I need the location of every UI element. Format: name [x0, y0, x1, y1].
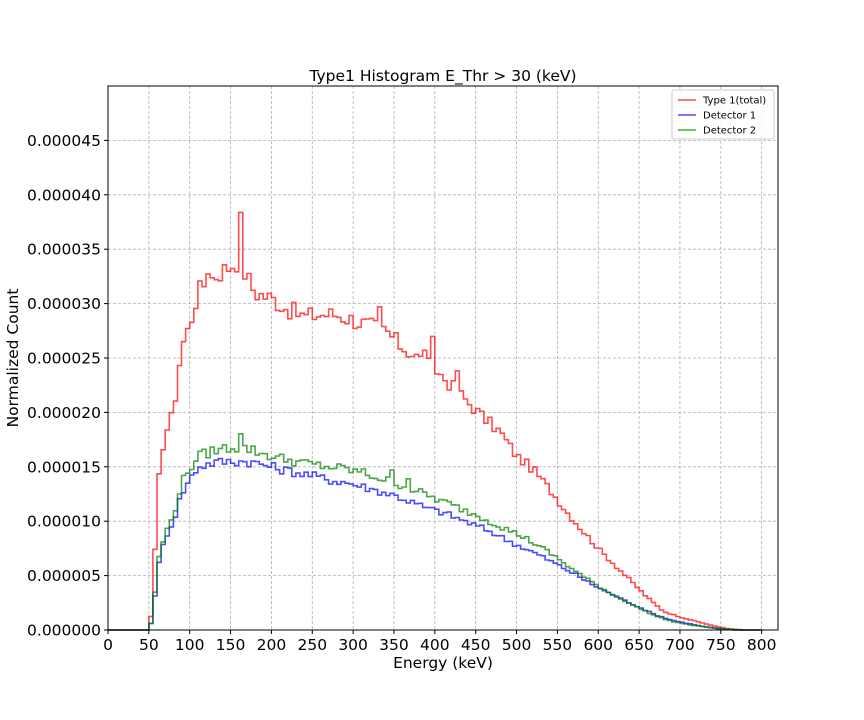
- series-line-type-1-total-: [108, 211, 762, 631]
- y-tick-label: 0.000005: [27, 567, 101, 585]
- legend-entry-label: Detector 2: [703, 126, 756, 137]
- x-tick-label: 50: [139, 636, 159, 654]
- x-tick-label: 550: [543, 636, 573, 654]
- y-tick-label: 0.000025: [27, 350, 101, 368]
- legend-box: [671, 89, 775, 140]
- x-tick-label: 750: [706, 636, 736, 654]
- x-axis-label: Energy (keV): [393, 654, 493, 672]
- x-tick-label: 0: [103, 636, 113, 654]
- y-tick-label: 0.000045: [27, 132, 101, 150]
- legend: Type 1(total) Detector 1 Detector 2: [671, 89, 775, 140]
- x-tick-label: 150: [216, 636, 246, 654]
- x-tick-label: 700: [665, 636, 695, 654]
- chart-title: Type1 Histogram E_Thr > 30 (keV): [308, 67, 576, 86]
- grid-lines: [107, 86, 778, 631]
- series-line-detector-2: [108, 433, 762, 631]
- y-tick-label: 0.000020: [27, 404, 101, 422]
- x-tick-label: 400: [420, 636, 450, 654]
- x-tick-label: 800: [747, 636, 777, 654]
- y-tick-label: 0.000015: [27, 458, 101, 476]
- x-tick-label: 450: [461, 636, 491, 654]
- x-tick-label: 650: [624, 636, 654, 654]
- x-tick-label: 250: [297, 636, 327, 654]
- y-tick-label: 0.000040: [27, 186, 101, 204]
- y-tick-label: 0.000035: [27, 241, 101, 259]
- legend-entry-label: Detector 1: [703, 111, 756, 122]
- y-axis-ticks: 0.000000 0.000005 0.000010 0.000015 0.000020…: [27, 132, 108, 640]
- x-tick-label: 300: [338, 636, 368, 654]
- x-axis-ticks: 0 50 100 150 200 250 300 350 400 450 500 550 600 650 7…: [103, 630, 776, 654]
- y-axis-label: Normalized Count: [4, 289, 22, 428]
- y-tick-label: 0.000000: [27, 622, 101, 640]
- data-series: [108, 211, 762, 631]
- x-tick-label: 350: [379, 636, 409, 654]
- y-tick-label: 0.000010: [27, 513, 101, 531]
- x-tick-label: 200: [257, 636, 287, 654]
- legend-entry-label: Type 1(total): [702, 96, 766, 107]
- y-tick-label: 0.000030: [27, 295, 101, 313]
- x-tick-label: 500: [502, 636, 532, 654]
- x-tick-label: 100: [175, 636, 205, 654]
- x-tick-label: 600: [583, 636, 613, 654]
